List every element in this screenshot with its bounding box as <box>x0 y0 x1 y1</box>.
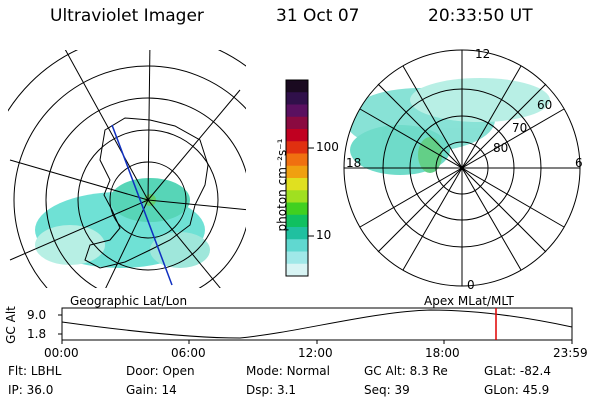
colorbar-band <box>286 141 308 154</box>
colorbar-band <box>286 153 308 167</box>
colorbar-band <box>286 251 308 265</box>
polar-grid <box>343 49 581 287</box>
time-tick-0600: 06:00 <box>171 346 206 360</box>
colorbar-band <box>286 190 308 203</box>
altitude-axis-label: GC Alt <box>3 306 18 344</box>
left-map-layer <box>8 50 246 288</box>
lat-circles <box>8 50 246 288</box>
time-tick-2359: 23:59 <box>553 346 588 360</box>
status-gc-alt: GC Alt: 8.3 Re <box>364 364 448 378</box>
aurora-emission-right <box>345 78 550 175</box>
colorbar-band <box>286 104 308 118</box>
aurora-emission-left <box>35 178 210 268</box>
status-dsp: Dsp: 3.1 <box>246 383 297 397</box>
colorbar-tick-10: 10 <box>316 228 332 242</box>
time-tick-0000: 00:00 <box>44 346 79 360</box>
altitude-tick-low: 1.8 <box>27 327 47 341</box>
time-tick-1200: 12:00 <box>298 346 333 360</box>
status-glat: GLat: -82.4 <box>484 364 551 378</box>
mlt-label-top: 12 <box>475 47 491 61</box>
meridians <box>9 50 246 288</box>
colorbar-band <box>286 116 308 130</box>
mlat-label-80: 80 <box>493 141 509 155</box>
colorbar-band <box>286 239 308 252</box>
status-filter: Flt: LBHL <box>8 364 62 378</box>
time-tick-1800: 18:00 <box>425 346 460 360</box>
colorbar-band <box>286 165 308 179</box>
status-seq: Seq: 39 <box>364 383 410 397</box>
status-gain: Gain: 14 <box>126 383 177 397</box>
colorbar-unit-label: photon cm⁻²s⁻¹ <box>275 138 289 232</box>
colorbar-band <box>286 178 308 191</box>
colorbar-band <box>286 80 308 93</box>
colorbar <box>286 80 308 277</box>
colorbar-tick-100: 100 <box>316 140 339 154</box>
mlat-label-60: 60 <box>537 98 553 112</box>
mlt-label-right: 6 <box>575 156 583 170</box>
altitude-tick-high: 9.0 <box>27 308 47 322</box>
observation-time: 20:33:50 UT <box>428 6 533 26</box>
colorbar-band <box>286 129 308 142</box>
coastline <box>84 117 209 269</box>
mlt-label-bottom: 0 <box>467 278 475 292</box>
colorbar-band <box>286 202 308 216</box>
observation-date: 31 Oct 07 <box>276 6 360 26</box>
mlt-label-left: 18 <box>346 156 362 170</box>
instrument-title: Ultraviolet Imager <box>50 6 204 26</box>
colorbar-band <box>286 263 308 277</box>
altitude-ticks <box>58 314 573 344</box>
mlat-label-70: 70 <box>512 121 528 135</box>
geographic-map-label: Geographic Lat/Lon <box>70 294 188 308</box>
colorbar-band <box>286 227 308 240</box>
apex-map-label: Apex MLat/MLT <box>424 294 514 308</box>
status-ip: IP: 36.0 <box>8 383 54 397</box>
right-map-layer <box>345 78 550 175</box>
status-glon: GLon: 45.9 <box>484 383 550 397</box>
colorbar-band <box>286 214 308 228</box>
colorbar-band <box>286 92 308 105</box>
status-mode: Mode: Normal <box>246 364 330 378</box>
status-door: Door: Open <box>126 364 195 378</box>
orbit-track <box>111 124 173 286</box>
